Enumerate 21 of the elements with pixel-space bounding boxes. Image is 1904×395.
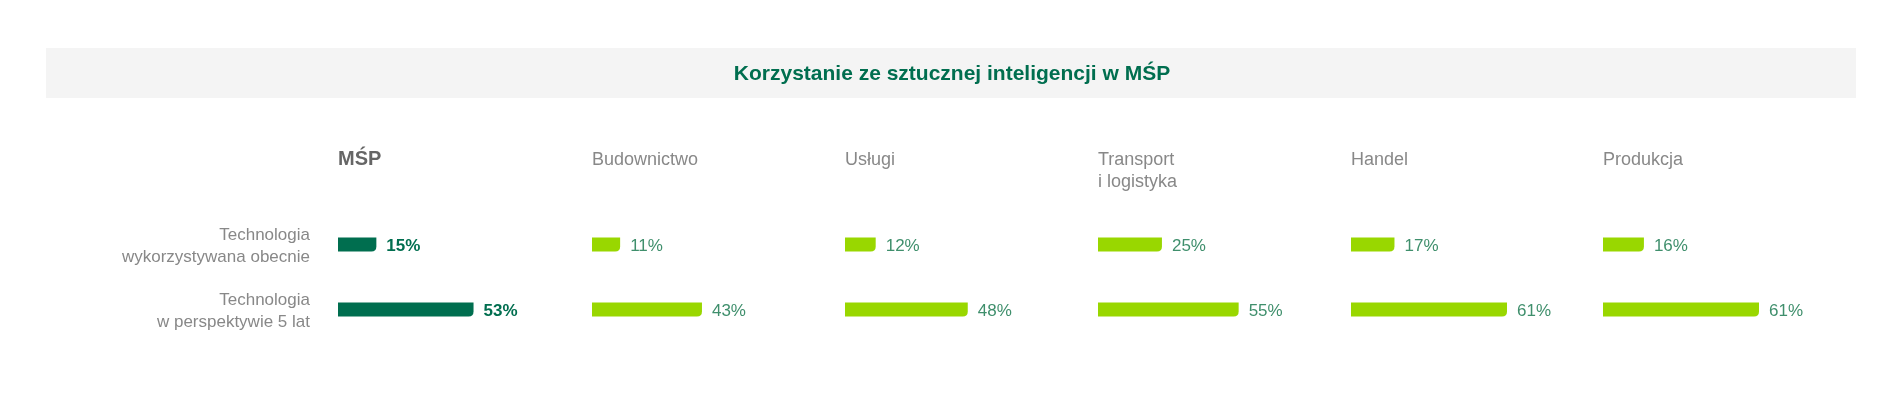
data-label: 11% xyxy=(630,235,663,255)
data-label: 55% xyxy=(1248,300,1283,320)
data-label: 16% xyxy=(1653,235,1688,255)
text: Korzystanie ze sztucznej inteligencji w MŚP xyxy=(733,61,1171,84)
chart-title: Usługi xyxy=(845,149,896,169)
data-label: 61% xyxy=(1769,300,1804,320)
data-label: 12% xyxy=(885,235,920,255)
data-label: 17% xyxy=(1404,235,1439,255)
chart-title: Handel xyxy=(1351,149,1409,169)
data-label: 43% xyxy=(711,300,746,320)
y-tick-label: Technologia w perspektywie 5 lat xyxy=(155,289,311,331)
y-tick-label: Technologia wykorzystywana obecnie xyxy=(120,224,311,266)
chart-title: MŚP xyxy=(338,146,382,169)
data-label: 61% xyxy=(1517,300,1552,320)
data-label: 53% xyxy=(483,300,518,320)
chart-title: Budownictwo xyxy=(592,149,699,169)
data-label: 25% xyxy=(1171,235,1206,255)
data-label: 48% xyxy=(977,300,1012,320)
data-label: 15% xyxy=(386,235,421,255)
chart-title: Produkcja xyxy=(1603,149,1685,169)
chart-title: Transport i logistyka xyxy=(1098,149,1179,191)
